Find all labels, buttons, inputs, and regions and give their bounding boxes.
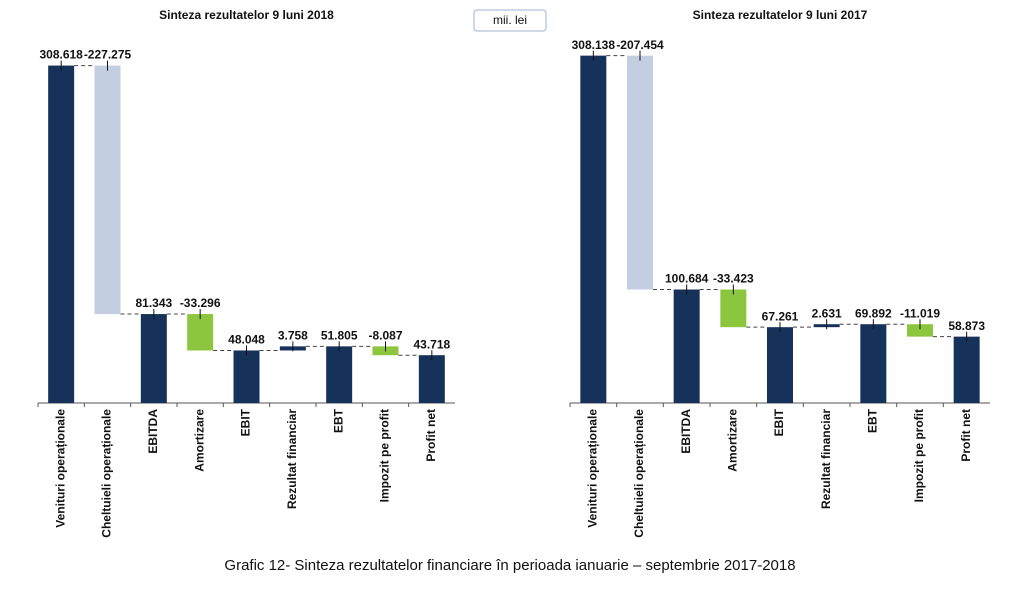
bar (48, 65, 75, 404)
bar (907, 324, 933, 337)
bar (94, 65, 121, 315)
x-tick-label: EBT (331, 408, 345, 433)
chart-title: Sinteza rezultatelor 9 luni 2018 (159, 8, 334, 22)
x-tick-label: Profit net (959, 409, 973, 462)
data-label: -33.423 (713, 272, 754, 286)
x-tick-label: Rezultat financiar (819, 409, 833, 509)
data-label: 69.892 (855, 306, 892, 320)
x-tick-label: Amortizare (726, 409, 740, 472)
unit-label: mii. lei (493, 13, 527, 27)
data-label: -33.296 (180, 296, 221, 310)
x-tick-label: Impozit pe profit (378, 409, 392, 502)
data-label: 2.631 (812, 306, 842, 320)
x-tick-label: Venituri operaționale (586, 409, 600, 528)
x-tick-label: Cheltuieli operaționale (632, 409, 646, 538)
bar (326, 346, 353, 403)
data-label: 100.684 (665, 272, 709, 286)
chart-title: Sinteza rezultatelor 9 luni 2017 (693, 8, 868, 22)
data-label: -11.019 (900, 306, 940, 320)
data-label: 58.873 (948, 319, 985, 333)
data-label: 67.261 (762, 309, 799, 323)
x-tick-label: EBITDA (679, 409, 693, 454)
bar (418, 355, 445, 403)
data-label: 3.758 (278, 329, 308, 343)
data-label: -227.275 (84, 48, 132, 62)
x-tick-label: EBIT (772, 408, 786, 436)
bar (860, 324, 887, 403)
x-tick-label: EBIT (239, 408, 253, 436)
x-tick-label: Impozit pe profit (912, 409, 926, 502)
x-tick-label: Cheltuieli operaționale (100, 409, 114, 538)
unit-box (473, 9, 547, 32)
bar (187, 314, 214, 351)
data-label: 308.618 (39, 48, 83, 62)
bar (140, 314, 167, 403)
bar (953, 336, 980, 403)
data-label: -207.454 (616, 38, 664, 52)
bar (767, 327, 793, 403)
data-label: 308.138 (572, 38, 616, 52)
x-tick-label: Amortizare (192, 409, 206, 472)
caption: Grafic 12- Sinteza rezultatelor financia… (224, 557, 795, 574)
bar (233, 350, 260, 403)
bar (720, 289, 747, 328)
x-tick-label: EBITDA (146, 409, 160, 454)
x-tick-label: Rezultat financiar (285, 409, 299, 509)
bar (627, 55, 653, 290)
bar (580, 55, 607, 403)
data-label: 81.343 (135, 296, 172, 310)
data-label: 51.805 (321, 329, 358, 343)
x-tick-label: Profit net (424, 409, 438, 462)
data-label: -8.087 (368, 329, 402, 343)
data-label: 48.048 (228, 333, 265, 347)
data-label: 43.718 (413, 337, 450, 351)
x-tick-label: Venituri operaționale (53, 409, 67, 528)
x-tick-label: EBT (866, 408, 880, 433)
bar (673, 289, 700, 403)
